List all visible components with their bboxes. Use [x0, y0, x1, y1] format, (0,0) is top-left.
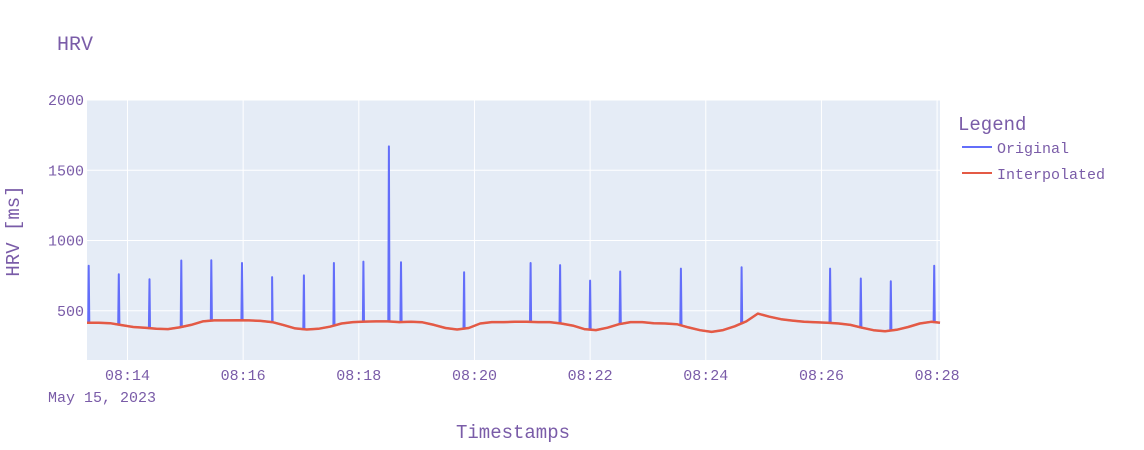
- y-gridlines: [87, 99, 940, 312]
- x-tick-label: 08:16: [221, 368, 266, 385]
- x-tick-label: 08:14: [105, 368, 150, 385]
- x-tick-label: 08:22: [568, 368, 613, 385]
- series-layer: [87, 145, 941, 334]
- chart-title: HRV: [57, 34, 93, 57]
- legend[interactable]: Legend Original Interpolated: [958, 114, 1105, 184]
- y-tick-label: 500: [57, 304, 84, 321]
- legend-title: Legend: [958, 114, 1026, 136]
- series-interpolated-line: [87, 312, 941, 334]
- y-tick-label: 1500: [48, 163, 84, 180]
- legend-label-interpolated[interactable]: Interpolated: [997, 167, 1105, 184]
- y-axis-title: HRV [ms]: [3, 185, 25, 276]
- x-tick-labels: 08:14 08:16 08:18 08:20 08:22 08:24 08:26 08:28: [105, 368, 960, 385]
- x-tick-label: 08:28: [915, 368, 960, 385]
- y-tick-label: 1000: [48, 234, 84, 251]
- x-date-label: May 15, 2023: [48, 390, 156, 407]
- x-gridlines: [126, 100, 938, 360]
- x-tick-label: 08:18: [336, 368, 381, 385]
- y-tick-label: 2000: [48, 93, 84, 110]
- plot-area: [87, 100, 940, 360]
- legend-label-original[interactable]: Original: [997, 141, 1069, 158]
- x-tick-label: 08:24: [683, 368, 728, 385]
- y-tick-labels: 500 1000 1500 2000: [48, 93, 84, 321]
- x-tick-label: 08:26: [799, 368, 844, 385]
- x-tick-label: 08:20: [452, 368, 497, 385]
- x-axis-title: Timestamps: [456, 422, 570, 444]
